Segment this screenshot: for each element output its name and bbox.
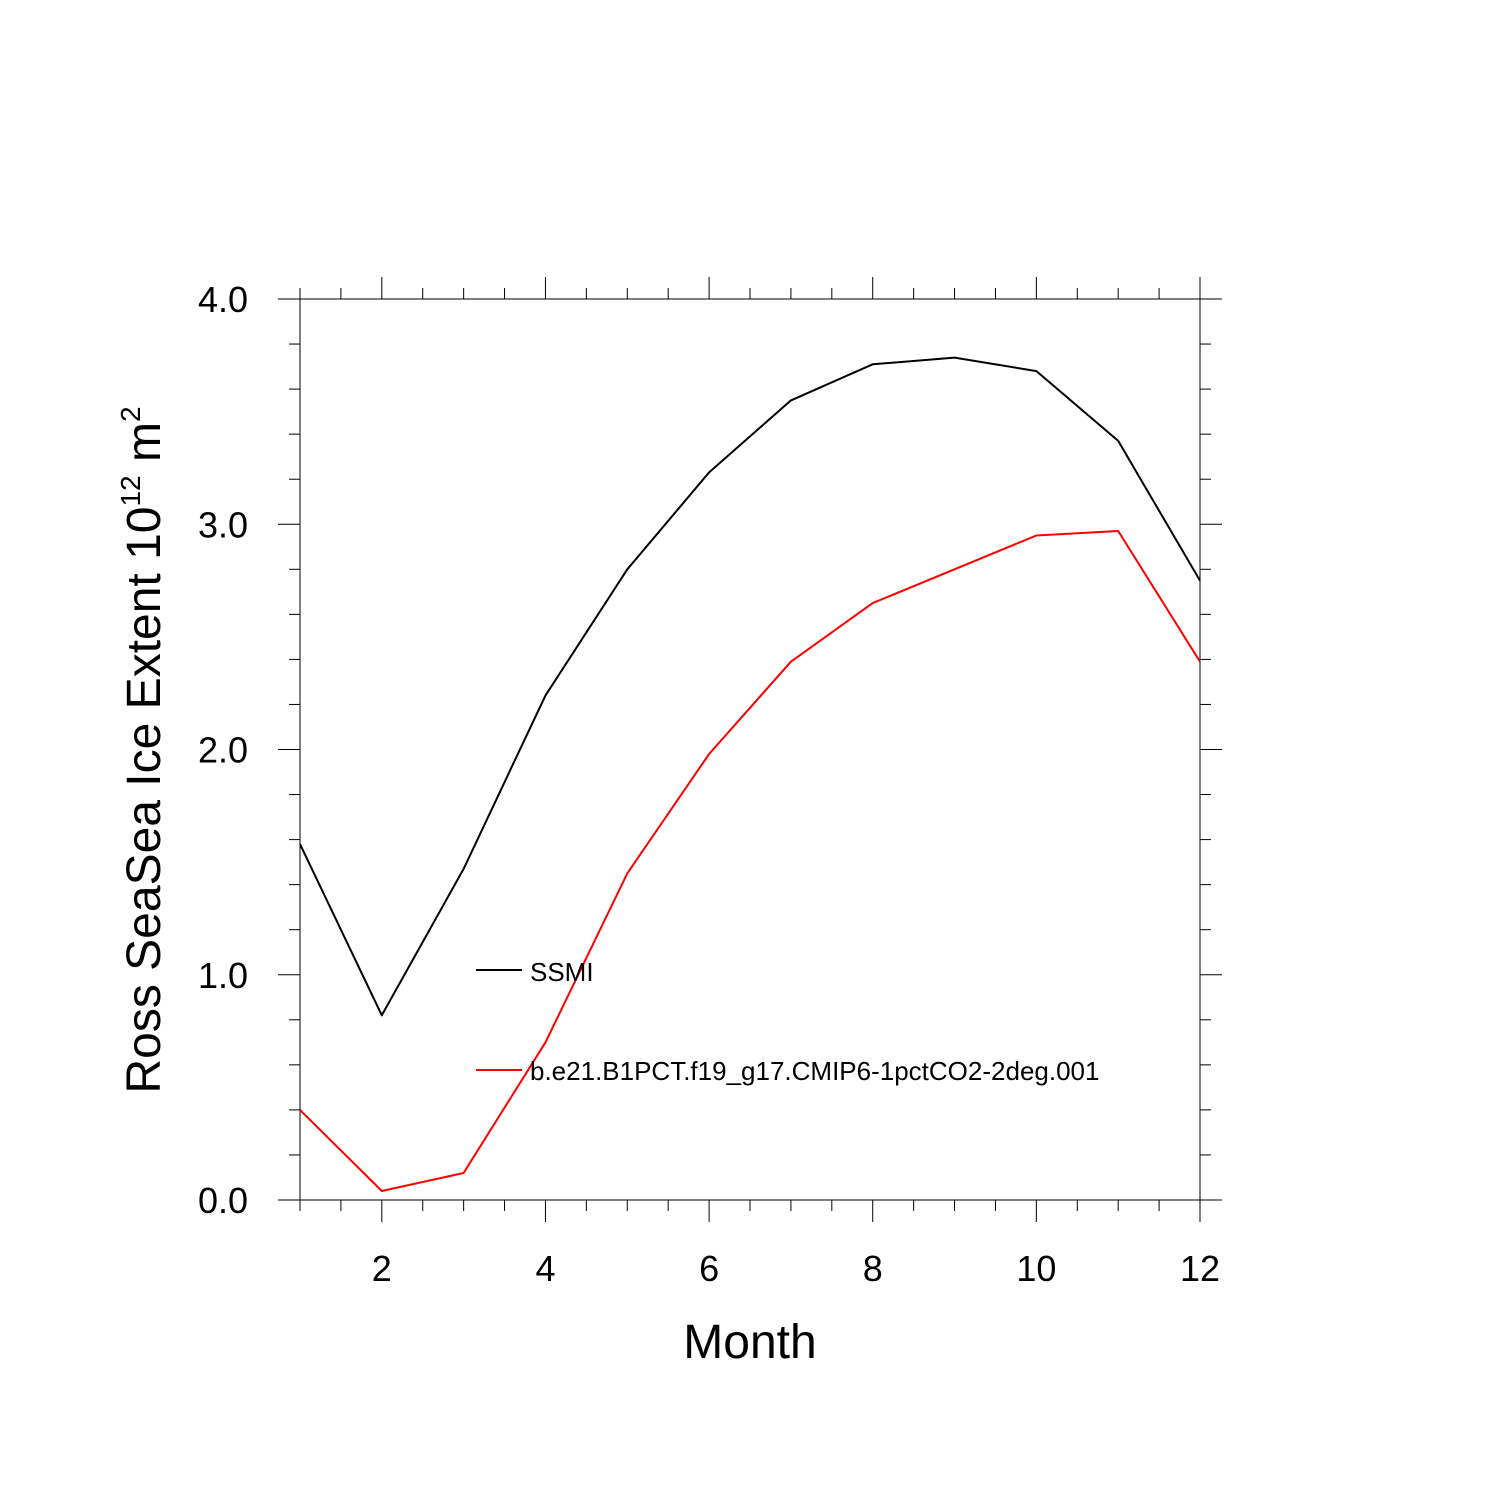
y-tick-label: 1.0 <box>198 955 248 996</box>
y-tick-label: 2.0 <box>198 730 248 771</box>
series-line-model <box>299 530 1201 1192</box>
y-axis-label: Ross SeaSea Ice Extent 1012 m2 <box>115 406 171 1093</box>
x-tick-label: 12 <box>1180 1248 1220 1289</box>
y-tick-label: 4.0 <box>198 279 248 320</box>
y-axis-label-exponent: 12 <box>115 475 146 506</box>
x-tick-label: 2 <box>372 1248 392 1289</box>
x-tick-label: 8 <box>863 1248 883 1289</box>
x-tick-label: 6 <box>699 1248 719 1289</box>
axis-ticks-group <box>278 277 1222 1222</box>
legend-label-model: b.e21.B1PCT.f19_g17.CMIP6-1pctCO2-2deg.0… <box>530 1056 1099 1086</box>
legend: SSMI b.e21.B1PCT.f19_g17.CMIP6-1pctCO2-2… <box>476 957 1099 1086</box>
x-axis-label: Month <box>683 1316 816 1369</box>
y-tick-label: 3.0 <box>198 504 248 545</box>
legend-label-ssmi: SSMI <box>530 957 594 987</box>
y-axis-label-unit-exponent: 2 <box>115 406 146 422</box>
tick-labels-group: 2 4 6 8 10 12 0.0 1.0 2.0 3.0 4.0 <box>198 279 1220 1289</box>
series-line-ssmi <box>299 356 1201 1017</box>
series-group <box>299 356 1201 1192</box>
y-tick-label: 0.0 <box>198 1180 248 1221</box>
y-axis-label-unit: m <box>118 422 171 475</box>
y-axis-label-main: Ross SeaSea Ice Extent 10 <box>118 507 171 1094</box>
x-tick-label: 10 <box>1016 1248 1056 1289</box>
x-tick-label: 4 <box>535 1248 555 1289</box>
